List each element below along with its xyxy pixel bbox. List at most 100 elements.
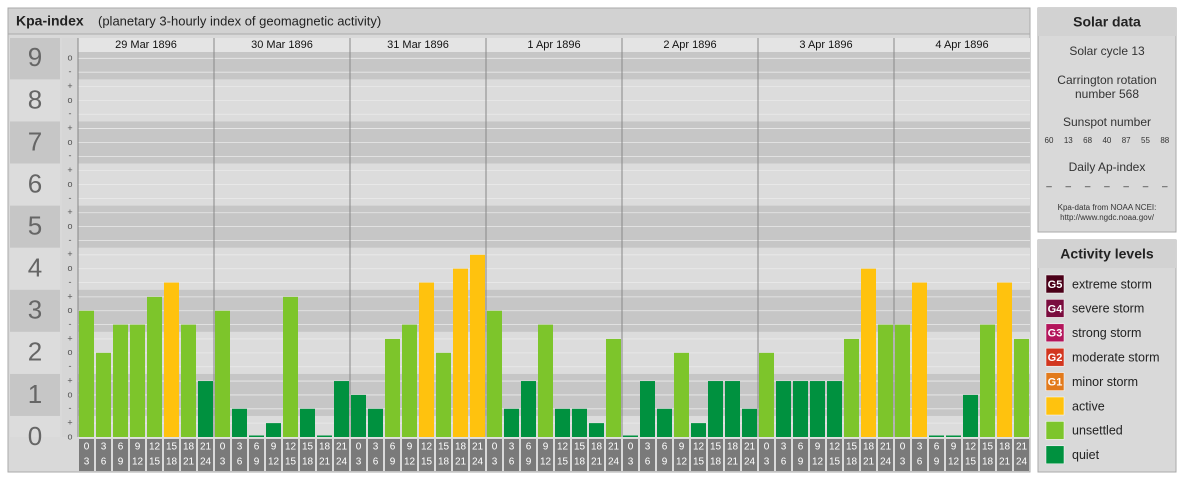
- legend-label: moderate storm: [1072, 350, 1160, 364]
- hour-end: 21: [319, 457, 331, 468]
- bar: [946, 435, 961, 437]
- y-tick-label: 0: [28, 421, 42, 451]
- hour-start: 3: [509, 442, 515, 453]
- hour-box: [368, 439, 383, 471]
- hour-start: 0: [900, 442, 906, 453]
- bar: [402, 324, 417, 437]
- bar: [912, 282, 927, 437]
- date-label: 1 Apr 1896: [527, 39, 580, 51]
- date-label: 30 Mar 1896: [251, 39, 313, 51]
- hour-box: [606, 439, 621, 471]
- hour-end: 3: [492, 457, 498, 468]
- hour-box: [96, 439, 111, 471]
- hour-start: 21: [744, 442, 756, 453]
- legend-label: quiet: [1072, 448, 1100, 462]
- levels-title: Activity levels: [1060, 246, 1154, 262]
- hour-start: 21: [1016, 442, 1028, 453]
- bar: [640, 381, 655, 437]
- bar: [470, 254, 485, 437]
- bar: [776, 381, 791, 437]
- hour-start: 12: [693, 442, 705, 453]
- legend-label: active: [1072, 399, 1105, 413]
- legend-swatch: [1045, 323, 1065, 343]
- hour-start: 6: [390, 442, 396, 453]
- hour-end: 12: [812, 457, 824, 468]
- hour-box: [997, 439, 1012, 471]
- minor-tick-label: o: [67, 95, 72, 105]
- hour-start: 0: [628, 442, 634, 453]
- bar: [181, 324, 196, 437]
- bar: [742, 408, 757, 437]
- sunspot-value: 87: [1122, 136, 1131, 145]
- digit-cell: [10, 38, 60, 80]
- hour-end: 18: [302, 457, 314, 468]
- ap-value: –: [1143, 182, 1149, 193]
- hour-box: [453, 439, 468, 471]
- y-tick-label: 2: [28, 337, 42, 367]
- bar: [895, 324, 910, 437]
- hour-box: [963, 439, 978, 471]
- ap-value: –: [1085, 182, 1091, 193]
- hour-box: [895, 439, 910, 471]
- legend-swatch: [1045, 445, 1065, 465]
- hour-end: 9: [526, 457, 532, 468]
- hour-end: 15: [829, 457, 841, 468]
- sunspot-title: Sunspot number: [1063, 115, 1151, 129]
- hour-start: 15: [710, 442, 722, 453]
- bar: [572, 408, 587, 437]
- sunspot-value: 40: [1102, 136, 1111, 145]
- bar: [79, 310, 94, 437]
- hour-start: 15: [982, 442, 994, 453]
- hour-end: 6: [917, 457, 923, 468]
- digit-cell: [10, 79, 60, 122]
- ap-value: –: [1162, 182, 1168, 193]
- hour-box: [555, 439, 570, 471]
- bar: [963, 394, 978, 437]
- legend-label: unsettled: [1072, 424, 1123, 438]
- bar: [725, 381, 740, 437]
- hour-box: [79, 439, 94, 471]
- hour-box: [232, 439, 247, 471]
- legend-badge: G2: [1048, 352, 1063, 364]
- hour-box: [198, 439, 213, 471]
- hour-end: 9: [390, 457, 396, 468]
- hour-end: 18: [982, 457, 994, 468]
- hour-start: 3: [101, 442, 107, 453]
- bar: [708, 381, 723, 437]
- source: http://www.ngdc.noaa.gov/: [1060, 213, 1155, 222]
- hour-end: 6: [237, 457, 243, 468]
- minor-tick-label: -: [69, 151, 72, 161]
- legend-badge: G1: [1048, 377, 1063, 389]
- hour-end: 18: [710, 457, 722, 468]
- hour-box: [266, 439, 281, 471]
- bar: [368, 408, 383, 437]
- bar: [759, 352, 774, 437]
- hour-start: 18: [863, 442, 875, 453]
- y-tick-label: 9: [28, 42, 42, 72]
- carrington: number 568: [1075, 87, 1139, 101]
- hour-box: [708, 439, 723, 471]
- hour-box: [1014, 439, 1029, 471]
- bar: [691, 423, 706, 437]
- bar: [317, 435, 332, 437]
- y-tick-label: 3: [28, 295, 42, 325]
- hour-end: 6: [373, 457, 379, 468]
- hour-start: 12: [965, 442, 977, 453]
- legend-label: severe storm: [1072, 302, 1144, 316]
- hour-start: 3: [781, 442, 787, 453]
- hour-box: [538, 439, 553, 471]
- hour-box: [300, 439, 315, 471]
- minor-tick-label: o: [67, 389, 72, 399]
- carrington: Carrington rotation: [1057, 73, 1156, 87]
- hour-box: [980, 439, 995, 471]
- digit-cell: [10, 247, 60, 290]
- hour-box: [793, 439, 808, 471]
- hour-box: [385, 439, 400, 471]
- legend-swatch: [1045, 396, 1065, 416]
- hour-start: 0: [84, 442, 90, 453]
- hour-start: 21: [336, 442, 348, 453]
- bar: [249, 435, 264, 437]
- y-tick-label: 8: [28, 84, 42, 114]
